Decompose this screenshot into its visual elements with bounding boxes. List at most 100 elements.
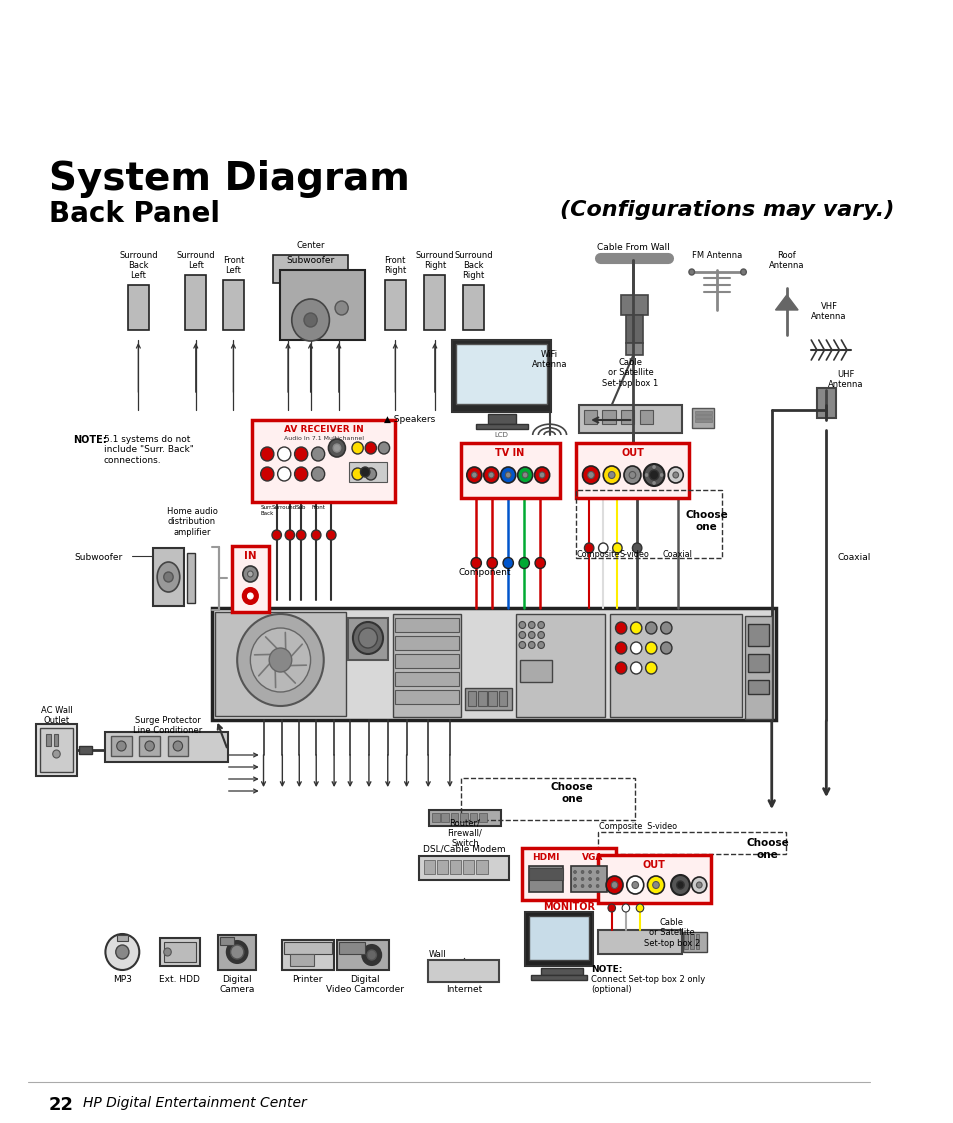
Circle shape <box>487 557 497 568</box>
Bar <box>282 940 334 970</box>
Bar <box>498 691 507 706</box>
Circle shape <box>696 882 701 888</box>
Circle shape <box>528 631 535 639</box>
Bar <box>395 636 458 650</box>
Circle shape <box>352 442 363 454</box>
Circle shape <box>628 472 635 478</box>
Bar <box>424 275 445 330</box>
Bar <box>187 553 194 603</box>
Bar <box>540 968 582 975</box>
Text: Cable
or Satellite
Set-top box 2: Cable or Satellite Set-top box 2 <box>643 917 700 948</box>
Bar <box>455 344 546 404</box>
Bar <box>747 681 768 694</box>
Text: Left: Left <box>131 271 146 280</box>
Text: AV RECEIVER IN: AV RECEIVER IN <box>284 424 363 433</box>
Text: Choose
one: Choose one <box>550 782 593 804</box>
Text: Surround: Surround <box>176 252 214 261</box>
Bar <box>423 860 435 874</box>
Circle shape <box>652 466 655 468</box>
Bar <box>476 424 527 429</box>
Bar <box>487 414 516 424</box>
Text: Back Panel: Back Panel <box>49 200 220 228</box>
Circle shape <box>365 468 376 480</box>
Bar <box>620 295 647 314</box>
Circle shape <box>596 885 598 887</box>
Circle shape <box>250 628 311 692</box>
Circle shape <box>605 876 622 894</box>
Circle shape <box>247 570 253 577</box>
Bar <box>530 975 587 980</box>
Bar <box>384 280 405 330</box>
Bar <box>395 690 458 704</box>
Bar <box>464 688 512 710</box>
Bar <box>116 935 128 941</box>
Circle shape <box>608 472 615 478</box>
Circle shape <box>607 904 615 912</box>
Bar <box>459 813 467 822</box>
Bar <box>429 810 500 827</box>
Circle shape <box>277 447 291 462</box>
Text: Center: Center <box>296 241 324 250</box>
Circle shape <box>326 530 335 540</box>
Circle shape <box>231 944 244 959</box>
Circle shape <box>632 544 641 553</box>
Circle shape <box>596 877 598 880</box>
Text: Sub: Sub <box>295 505 306 510</box>
Text: Coaxial: Coaxial <box>837 553 870 562</box>
Bar <box>128 285 149 330</box>
Bar <box>694 411 711 414</box>
Circle shape <box>360 467 370 477</box>
Circle shape <box>277 467 291 481</box>
Bar <box>609 614 740 716</box>
Circle shape <box>584 544 593 553</box>
Text: (Configurations may vary.): (Configurations may vary.) <box>559 200 893 220</box>
Circle shape <box>573 885 576 887</box>
Text: MONITOR: MONITOR <box>543 902 595 912</box>
Circle shape <box>611 882 618 888</box>
Circle shape <box>518 631 525 639</box>
Circle shape <box>52 750 60 758</box>
Circle shape <box>612 544 621 553</box>
Text: Surround: Surround <box>119 252 157 261</box>
Bar <box>290 955 314 966</box>
Text: Ext. HDD: Ext. HDD <box>159 975 200 984</box>
Bar <box>168 736 188 756</box>
Circle shape <box>518 641 525 648</box>
Circle shape <box>672 472 678 478</box>
Text: NOTE:: NOTE: <box>591 965 621 974</box>
Text: OUT: OUT <box>642 860 665 870</box>
Circle shape <box>660 622 671 634</box>
Circle shape <box>602 466 619 484</box>
Text: S-video: S-video <box>618 550 649 559</box>
Circle shape <box>367 950 376 960</box>
Circle shape <box>645 622 657 634</box>
Text: Roof
Antenna: Roof Antenna <box>768 250 803 270</box>
Circle shape <box>358 628 377 648</box>
Bar <box>516 614 604 716</box>
Bar <box>395 654 458 668</box>
Text: Coaxial: Coaxial <box>662 550 692 559</box>
Circle shape <box>534 467 549 483</box>
Bar <box>476 860 487 874</box>
Circle shape <box>598 544 607 553</box>
Bar <box>395 618 458 632</box>
Circle shape <box>483 467 498 483</box>
Bar <box>79 746 92 754</box>
Circle shape <box>260 467 274 481</box>
Bar <box>583 410 596 424</box>
Circle shape <box>502 557 513 568</box>
Circle shape <box>691 877 706 893</box>
Circle shape <box>582 466 598 484</box>
Circle shape <box>596 870 598 874</box>
Bar <box>519 660 552 682</box>
Circle shape <box>626 876 643 894</box>
Circle shape <box>676 882 683 889</box>
Circle shape <box>580 885 583 887</box>
Circle shape <box>740 270 745 275</box>
Circle shape <box>588 885 591 887</box>
Text: Printer: Printer <box>293 975 323 984</box>
Circle shape <box>645 661 657 674</box>
Bar <box>694 419 711 422</box>
Polygon shape <box>775 295 798 310</box>
Text: Composite: Composite <box>577 550 619 559</box>
